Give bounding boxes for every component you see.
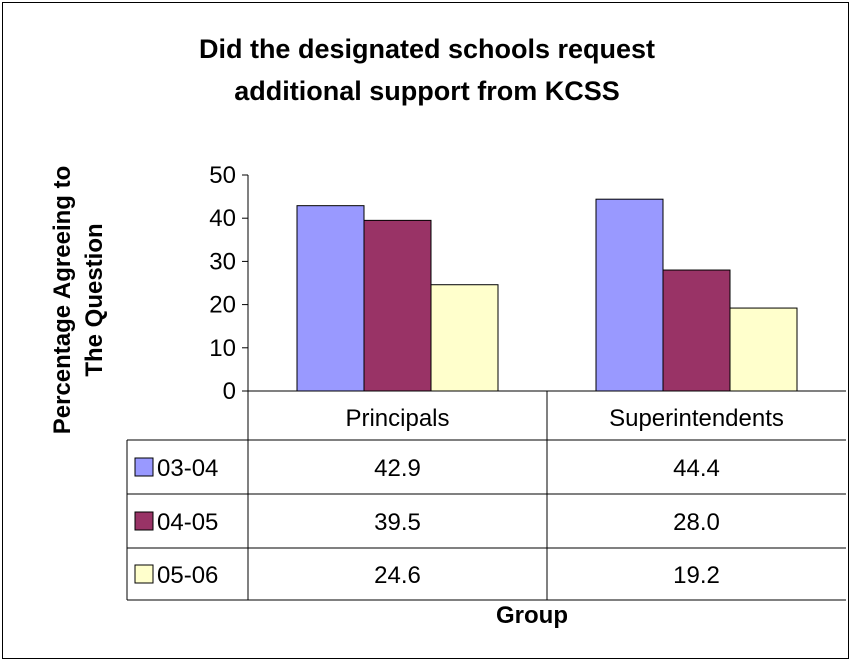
legend-label: 03-04 <box>157 455 218 482</box>
chart-title-line-2: additional support from KCSS <box>234 76 620 106</box>
data-label: 42.9 <box>374 455 421 482</box>
data-label: 44.4 <box>673 455 720 482</box>
chart-title: Did the designated schools request addit… <box>199 34 655 106</box>
data-label: 24.6 <box>374 562 421 589</box>
legend-key-05-06 <box>134 564 154 584</box>
y-axis-title: Percentage Agreeing to The Question <box>49 166 108 435</box>
legend-label: 05-06 <box>157 562 218 589</box>
bar-superintendents-03-04 <box>595 198 664 392</box>
legend-key-04-05 <box>134 511 154 531</box>
y-tick-label: 0 <box>223 378 236 405</box>
y-tick-label: 10 <box>209 335 236 362</box>
category-label: Superintendents <box>609 405 784 432</box>
bar-superintendents-04-05 <box>662 269 731 392</box>
bar-principals-05-06 <box>430 284 499 392</box>
y-tick-label: 20 <box>209 292 236 319</box>
chart-title-line-1: Did the designated schools request <box>199 34 655 64</box>
y-tick-label: 50 <box>209 162 236 189</box>
y-tick-label: 30 <box>209 248 236 275</box>
y-tick-label: 40 <box>209 205 236 232</box>
x-axis-title: Group <box>496 602 568 629</box>
legend-label: 04-05 <box>157 509 218 536</box>
y-axis-title-line-1: Percentage Agreeing to <box>49 166 76 435</box>
data-label: 39.5 <box>374 509 421 536</box>
plot-area: 0 10 20 30 40 50 Principals Superintendents 03-0… <box>126 162 846 601</box>
bar-principals-04-05 <box>363 219 432 392</box>
y-axis-title-line-2: The Question <box>81 223 108 376</box>
bar-principals-03-04 <box>296 205 365 392</box>
category-label: Principals <box>345 405 449 432</box>
data-label: 19.2 <box>673 562 720 589</box>
bar-superintendents-05-06 <box>729 307 798 392</box>
legend-key-03-04 <box>134 457 154 477</box>
data-label: 28.0 <box>673 509 720 536</box>
